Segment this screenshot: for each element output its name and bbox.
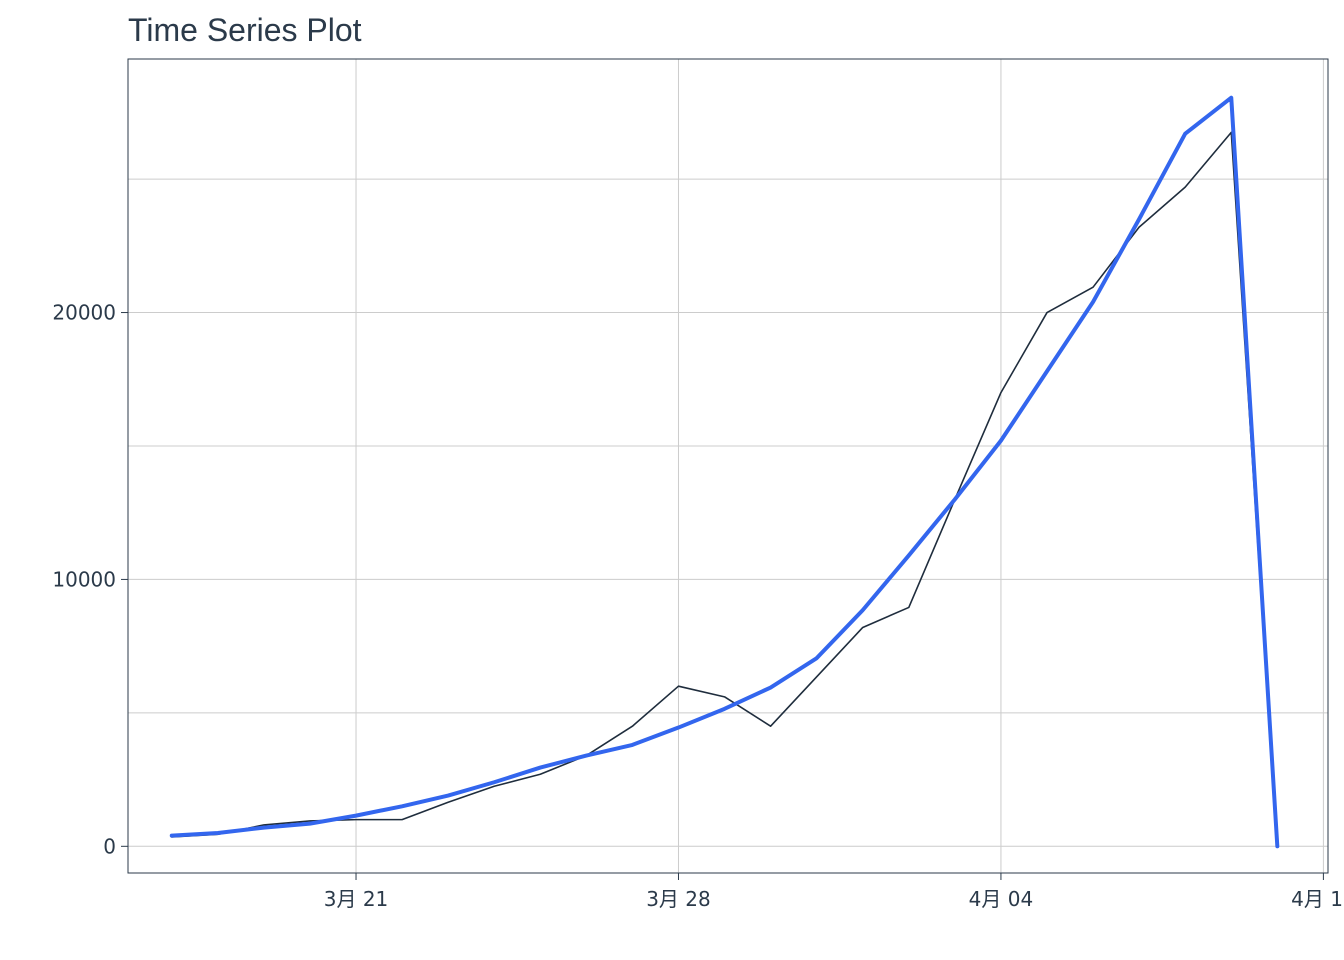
x-tick-label-1: 3月 28 [646, 887, 711, 911]
x-tick-label-3: 4月 11 [1291, 887, 1344, 911]
series-line-smoothed [169, 95, 1280, 849]
grid-lines [128, 59, 1328, 873]
y-tick-label-0: 0 [103, 834, 116, 858]
y-tick-label-1: 10000 [52, 567, 116, 591]
panel-border [127, 58, 1329, 874]
series-layer [169, 95, 1280, 849]
x-tick-label-0: 3月 21 [324, 887, 389, 911]
x-axis-ticks: 3月 21 3月 28 4月 04 4月 11 [324, 873, 1344, 911]
x-tick-label-2: 4月 04 [969, 887, 1034, 911]
y-tick-label-2: 20000 [52, 301, 116, 325]
series-line-observed [170, 131, 1279, 848]
chart-title: Time Series Plot [128, 12, 362, 48]
y-axis-ticks: 0 10000 20000 [52, 301, 128, 858]
